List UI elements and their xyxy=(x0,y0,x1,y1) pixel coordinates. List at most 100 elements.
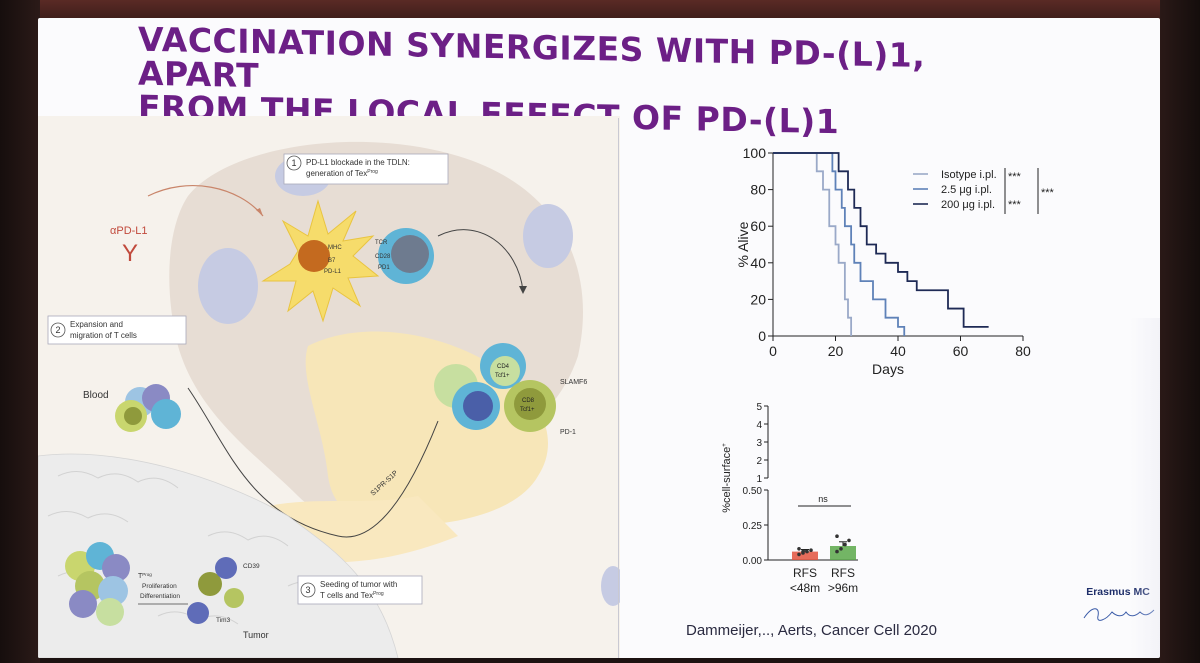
step2-callout: 2 Expansion and migration of T cells xyxy=(47,315,187,345)
step1-box xyxy=(283,153,449,185)
legend-label: 2.5 μg i.pl. xyxy=(941,184,992,196)
flow-arrow-2 xyxy=(187,387,439,538)
ns-label: ns xyxy=(818,494,828,504)
survival-y-axis-label: % Alive xyxy=(735,221,751,267)
bar-1 xyxy=(792,551,818,560)
tcr-label: TCR xyxy=(375,240,388,246)
significance-label: *** xyxy=(1008,171,1022,183)
lymph-oval-2 xyxy=(523,204,573,268)
bar-data-point xyxy=(843,542,847,547)
y-tick-label: 80 xyxy=(750,182,766,198)
survival-line-3 xyxy=(773,152,989,328)
bar-data-point xyxy=(797,547,801,551)
exhausted-cell-2 xyxy=(215,557,237,579)
bar-data-point xyxy=(805,549,809,554)
y-tick-label: 0 xyxy=(758,328,766,344)
dendritic-cell: MHC B7 PD-L1 xyxy=(261,199,380,323)
bar-data-point xyxy=(797,552,801,557)
presentation-slide: VACCINATION SYNERGIZES WITH PD-(L)1, APA… xyxy=(38,18,1160,658)
room-wall-left xyxy=(0,0,40,663)
survival-chart: 0 20 40 60 80 100 0 20 40 60 80 Isotype i.pl. 2.5 μ… xyxy=(735,145,1055,377)
lymph-oval-1 xyxy=(198,248,258,324)
step1-circle xyxy=(286,155,302,171)
tumor-label: Tumor xyxy=(243,630,269,640)
bar-y-tick-label: 0.00 xyxy=(743,556,763,567)
brand-name: Erasmus MC xyxy=(1086,586,1150,598)
flow-arrow-1 xyxy=(437,229,524,292)
step2-number: 2 xyxy=(55,325,60,335)
pd1-right-label: PD-1 xyxy=(560,429,576,436)
pd1-label: PD1 xyxy=(378,265,390,271)
bar-y-tick-label: 4 xyxy=(756,420,762,431)
step1-text-line2: generation of TexProg xyxy=(306,169,378,178)
survival-line-2 xyxy=(773,152,906,336)
tumor-cell-cluster xyxy=(65,542,130,626)
x-tick-label: 80 xyxy=(1015,343,1031,359)
t-cell: TCR CD28 PD1 xyxy=(375,228,434,284)
step1-text-line1: PD-L1 blockade in the TDLN: xyxy=(306,158,410,167)
step3-callout: 3 Seeding of tumor with T cells and TexP… xyxy=(297,575,423,605)
room-background xyxy=(0,0,1200,22)
bar-y-tick-label: 1 xyxy=(756,474,762,485)
cd8-label: CD8 xyxy=(522,398,535,404)
tcf1-label-b: Tcf1+ xyxy=(520,407,535,413)
survival-line-1 xyxy=(773,152,853,336)
bar-data-point xyxy=(847,538,851,543)
y-tick-label: 60 xyxy=(750,218,766,234)
room-wall-right xyxy=(1160,0,1200,663)
bar-2 xyxy=(830,546,856,560)
tim3-label: Tim3 xyxy=(216,617,231,624)
slamf6-label: SLAMF6 xyxy=(560,379,587,386)
step3-text-line2: T cells and TexProg xyxy=(320,591,384,600)
pdl1-label: PD-L1 xyxy=(324,269,342,275)
exhausted-cell-3 xyxy=(187,602,209,624)
bar-data-point xyxy=(835,534,839,538)
survival-x-axis-label: Days xyxy=(872,361,904,377)
differentiation-label: Differentiation xyxy=(140,593,180,600)
antibody-icon: Y xyxy=(122,240,138,267)
x-tick-label: 40 xyxy=(890,343,906,359)
antibody-label: αPD-L1 xyxy=(110,225,148,237)
bar-category-label: RFS xyxy=(831,566,855,580)
bar-data-point xyxy=(839,547,843,551)
b7-label: B7 xyxy=(328,258,336,264)
y-tick-label: 40 xyxy=(750,255,766,271)
tcf1-label-a: Tcf1+ xyxy=(495,373,510,379)
y-tick-label: 100 xyxy=(743,145,767,161)
bar-category-label: >96m xyxy=(828,581,858,595)
x-tick-label: 0 xyxy=(769,343,777,359)
cd39-label: CD39 xyxy=(243,563,260,570)
bar-data-point xyxy=(809,548,813,552)
significance-label: *** xyxy=(1008,199,1022,211)
cd4-label: CD4 xyxy=(497,364,510,370)
significance-label: *** xyxy=(1041,187,1055,199)
arrowhead-icon xyxy=(519,286,527,294)
step3-text-line1: Seeding of tumor with xyxy=(320,580,397,589)
legend-label: 200 μg i.pl. xyxy=(941,199,995,211)
bar-y-tick-label: 2 xyxy=(756,456,762,467)
bar-category-label: RFS xyxy=(793,566,817,580)
citation: Dammeijer,.., Aerts, Cancer Cell 2020 xyxy=(686,622,937,639)
proliferation-label: Proliferation xyxy=(142,583,177,590)
tprog-label: TProg xyxy=(138,572,152,580)
exhausted-cell-4 xyxy=(224,588,244,608)
x-tick-label: 60 xyxy=(953,343,969,359)
step1-callout: 1 PD-L1 blockade in the TDLN: generation… xyxy=(283,153,449,185)
brand-logo: Erasmus MC xyxy=(1078,586,1158,621)
lymph-oval-4 xyxy=(601,566,620,606)
bar-y-tick-label: 0.50 xyxy=(743,486,763,497)
exhausted-cell-1 xyxy=(198,572,222,596)
bar-y-tick-label: 3 xyxy=(756,438,762,449)
bar-data-point xyxy=(835,549,839,554)
blood-cells xyxy=(115,384,181,432)
t-cell-cluster xyxy=(434,343,556,432)
blood-label: Blood xyxy=(83,390,109,401)
survival-chart-axes: 0 20 40 60 80 100 0 20 40 60 80 xyxy=(743,145,1031,359)
panel-divider xyxy=(618,118,619,658)
bar-y-axis-label: %cell-surface+ xyxy=(721,443,733,513)
survival-chart-lines xyxy=(773,152,989,336)
step3-number: 3 xyxy=(305,585,310,595)
arrowhead-icon xyxy=(256,208,263,216)
mhc-label: MHC xyxy=(328,245,342,251)
